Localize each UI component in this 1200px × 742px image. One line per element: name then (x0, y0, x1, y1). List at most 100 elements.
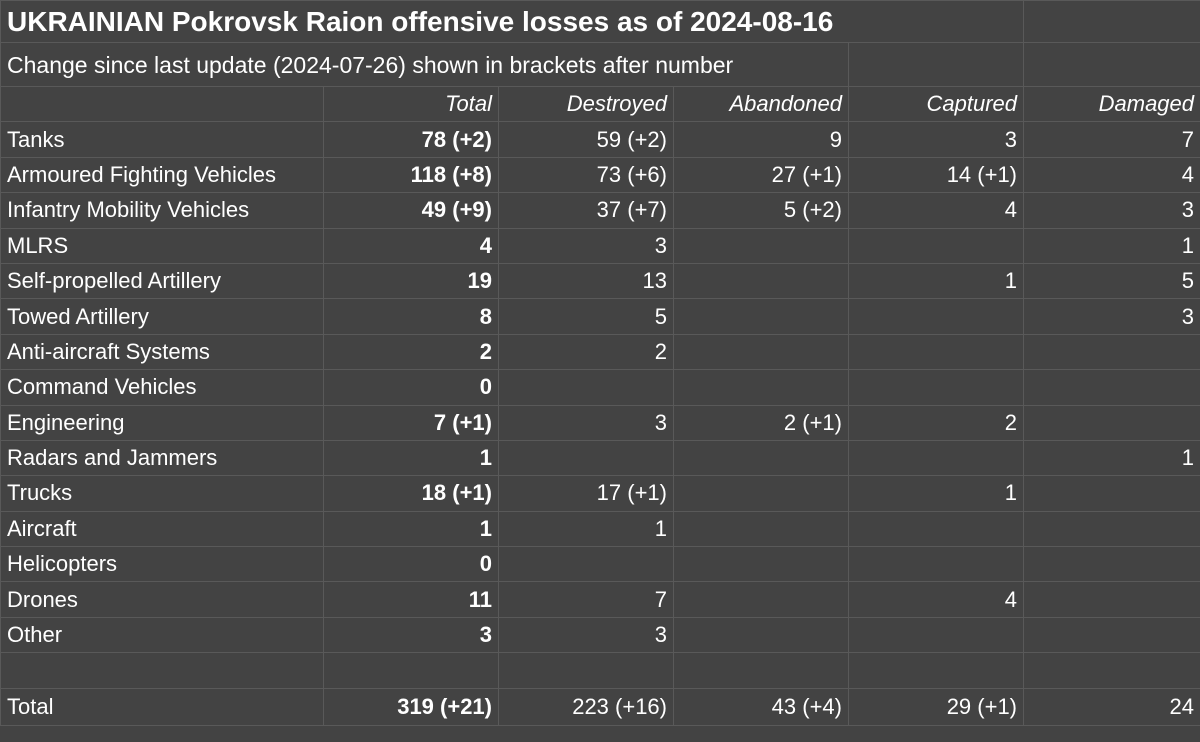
cell-abandoned (673, 298, 849, 335)
cell-destroyed: 7 (498, 581, 674, 618)
cell-destroyed: 3 (498, 227, 674, 264)
cell-abandoned: 5 (+2) (673, 192, 849, 229)
row-label: Infantry Mobility Vehicles (0, 192, 324, 229)
row-label: Towed Artillery (0, 298, 324, 335)
spacer-row (0, 652, 1200, 690)
cell-destroyed: 2 (498, 333, 674, 371)
cell-total: 78 (+2) (323, 121, 499, 158)
cell-abandoned (673, 616, 849, 654)
cell-total: 1 (323, 510, 499, 548)
row-label: Drones (0, 581, 324, 618)
cell-captured (847, 369, 1025, 406)
cell-total: 7 (+1) (323, 404, 499, 441)
cell-total: 8 (323, 298, 499, 335)
row-label: Armoured Fighting Vehicles (0, 156, 324, 194)
cell-abandoned: 2 (+1) (673, 404, 849, 441)
table-row: Infantry Mobility Vehicles 49 (+9) 37 (+7)… (0, 192, 1200, 229)
cell-abandoned (673, 510, 849, 548)
cell-damaged (1023, 510, 1200, 548)
cell-abandoned (673, 581, 849, 618)
column-header-abandoned: Abandoned (673, 85, 849, 123)
cell-abandoned (673, 227, 849, 264)
cell-destroyed: 223 (+16) (498, 688, 674, 727)
cell-captured (847, 227, 1025, 264)
row-label: Command Vehicles (0, 369, 324, 406)
cell-captured: 1 (847, 475, 1025, 512)
cell-total: 11 (323, 581, 499, 618)
cell-total: 2 (323, 333, 499, 371)
cell-captured: 4 (847, 192, 1025, 229)
cell-damaged (1023, 333, 1200, 371)
cell-captured: 3 (847, 121, 1025, 158)
cell-captured (847, 546, 1025, 583)
cell-captured (847, 333, 1025, 371)
cell-captured: 1 (847, 262, 1025, 300)
cell-damaged (1023, 581, 1200, 618)
cell-captured (847, 510, 1025, 548)
row-label: Tanks (0, 121, 324, 158)
cell-damaged: 5 (1023, 262, 1200, 300)
cell-damaged: 4 (1023, 156, 1200, 194)
cell-captured: 14 (+1) (847, 156, 1025, 194)
cell-abandoned (673, 333, 849, 371)
cell-damaged (1023, 475, 1200, 512)
row-label: Aircraft (0, 510, 324, 548)
cell-damaged: 1 (1023, 439, 1200, 477)
row-label: Radars and Jammers (0, 439, 324, 477)
title-row-empty-cell (1023, 0, 1200, 43)
table-row: Tanks 78 (+2) 59 (+2) 9 3 7 (0, 121, 1200, 158)
row-label: Total (0, 688, 324, 727)
cell-abandoned: 27 (+1) (673, 156, 849, 194)
cell-abandoned (673, 369, 849, 406)
cell-captured (847, 298, 1025, 335)
table-row: Command Vehicles 0 (0, 369, 1200, 406)
spacer-cell (323, 652, 499, 690)
table-row: Drones 11 7 4 (0, 581, 1200, 618)
cell-abandoned (673, 546, 849, 583)
cell-destroyed (498, 439, 674, 477)
cell-damaged: 3 (1023, 192, 1200, 229)
cell-damaged (1023, 369, 1200, 406)
cell-abandoned (673, 475, 849, 512)
cell-destroyed (498, 369, 674, 406)
cell-total: 19 (323, 262, 499, 300)
cell-damaged (1023, 546, 1200, 583)
subtitle-row-empty-cell (1023, 42, 1200, 87)
table-row: Other 3 3 (0, 616, 1200, 654)
title-row: UKRAINIAN Pokrovsk Raion offensive losse… (0, 0, 1200, 43)
cell-total: 0 (323, 369, 499, 406)
table-title: UKRAINIAN Pokrovsk Raion offensive losse… (0, 0, 1025, 43)
cell-abandoned (673, 439, 849, 477)
cell-total: 3 (323, 616, 499, 654)
cell-captured (847, 439, 1025, 477)
spacer-cell (847, 652, 1025, 690)
cell-damaged: 24 (1023, 688, 1200, 727)
cell-captured: 29 (+1) (847, 688, 1025, 727)
spacer-cell (498, 652, 674, 690)
cell-destroyed: 37 (+7) (498, 192, 674, 229)
table-row: Towed Artillery 8 5 3 (0, 298, 1200, 335)
row-label: Engineering (0, 404, 324, 441)
subtitle-row-empty-cell (847, 42, 1025, 87)
cell-abandoned (673, 262, 849, 300)
cell-destroyed: 13 (498, 262, 674, 300)
cell-total: 319 (+21) (323, 688, 499, 727)
row-label: Self-propelled Artillery (0, 262, 324, 300)
cell-damaged: 1 (1023, 227, 1200, 264)
cell-abandoned: 9 (673, 121, 849, 158)
cell-total: 1 (323, 439, 499, 477)
cell-abandoned: 43 (+4) (673, 688, 849, 727)
cell-damaged (1023, 616, 1200, 654)
table-row: MLRS 4 3 1 (0, 227, 1200, 264)
cell-destroyed (498, 546, 674, 583)
cell-destroyed: 59 (+2) (498, 121, 674, 158)
row-label: Trucks (0, 475, 324, 512)
cell-total: 49 (+9) (323, 192, 499, 229)
losses-table: UKRAINIAN Pokrovsk Raion offensive losse… (0, 0, 1200, 727)
cell-destroyed: 5 (498, 298, 674, 335)
cell-captured: 4 (847, 581, 1025, 618)
cell-captured (847, 616, 1025, 654)
table-row: Engineering 7 (+1) 3 2 (+1) 2 (0, 404, 1200, 441)
cell-destroyed: 73 (+6) (498, 156, 674, 194)
row-label: Other (0, 616, 324, 654)
